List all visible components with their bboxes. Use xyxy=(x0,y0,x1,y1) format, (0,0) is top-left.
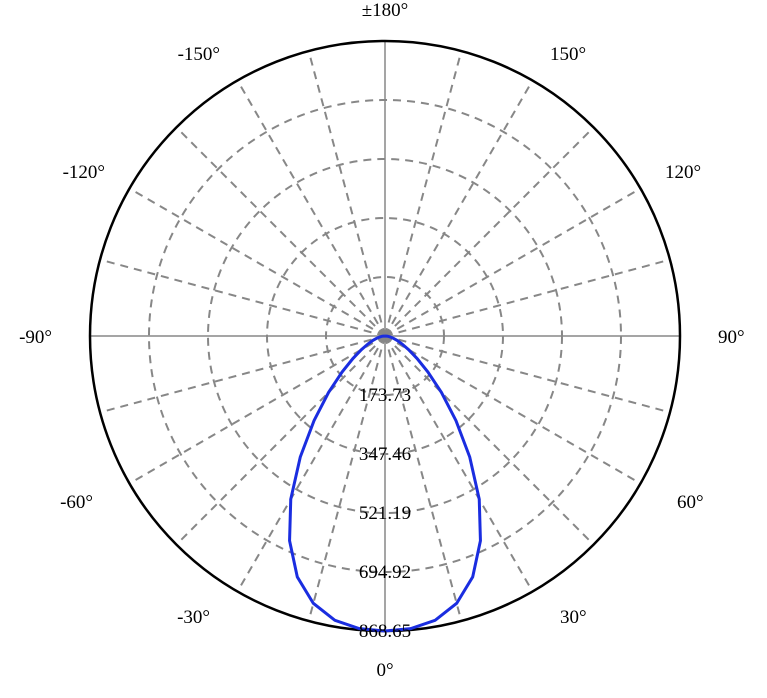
radial-tick-label: 173.73 xyxy=(359,385,411,406)
polar-chart: 173.73 347.46 521.19 694.92 868.65 0° 30° 60° 90… xyxy=(0,0,767,698)
angle-tick-label: 150° xyxy=(550,44,586,65)
angle-tick-label: 30° xyxy=(560,607,587,628)
grid-spoke xyxy=(385,189,640,337)
angle-tick-label: ±180° xyxy=(362,0,409,21)
grid-spoke xyxy=(238,81,386,336)
grid-spoke xyxy=(385,336,640,484)
grid-spoke xyxy=(100,260,385,336)
grid-spoke xyxy=(130,189,385,337)
angle-tick-label: 90° xyxy=(718,327,745,348)
angle-tick-label: -60° xyxy=(60,492,93,513)
radial-tick-label: 868.65 xyxy=(359,621,411,642)
grid-spoke xyxy=(130,336,385,484)
radial-tick-label: 347.46 xyxy=(359,444,411,465)
angle-tick-label: 60° xyxy=(677,492,704,513)
radial-tick-label: 694.92 xyxy=(359,562,411,583)
angle-tick-label: -150° xyxy=(178,44,220,65)
angle-tick-label: -90° xyxy=(19,327,52,348)
angle-tick-label: -30° xyxy=(177,607,210,628)
angle-tick-label: 0° xyxy=(376,660,393,681)
grid-spoke xyxy=(176,127,385,336)
grid-spoke xyxy=(385,336,594,545)
grid-spoke xyxy=(385,51,461,336)
grid-spoke xyxy=(309,51,385,336)
grid-spoke xyxy=(385,127,594,336)
grid-spoke xyxy=(385,81,533,336)
angle-tick-label: 120° xyxy=(665,162,701,183)
grid-spoke xyxy=(176,336,385,545)
radial-tick-label: 521.19 xyxy=(359,503,411,524)
grid-spoke xyxy=(385,260,670,336)
angle-tick-label: -120° xyxy=(63,162,105,183)
